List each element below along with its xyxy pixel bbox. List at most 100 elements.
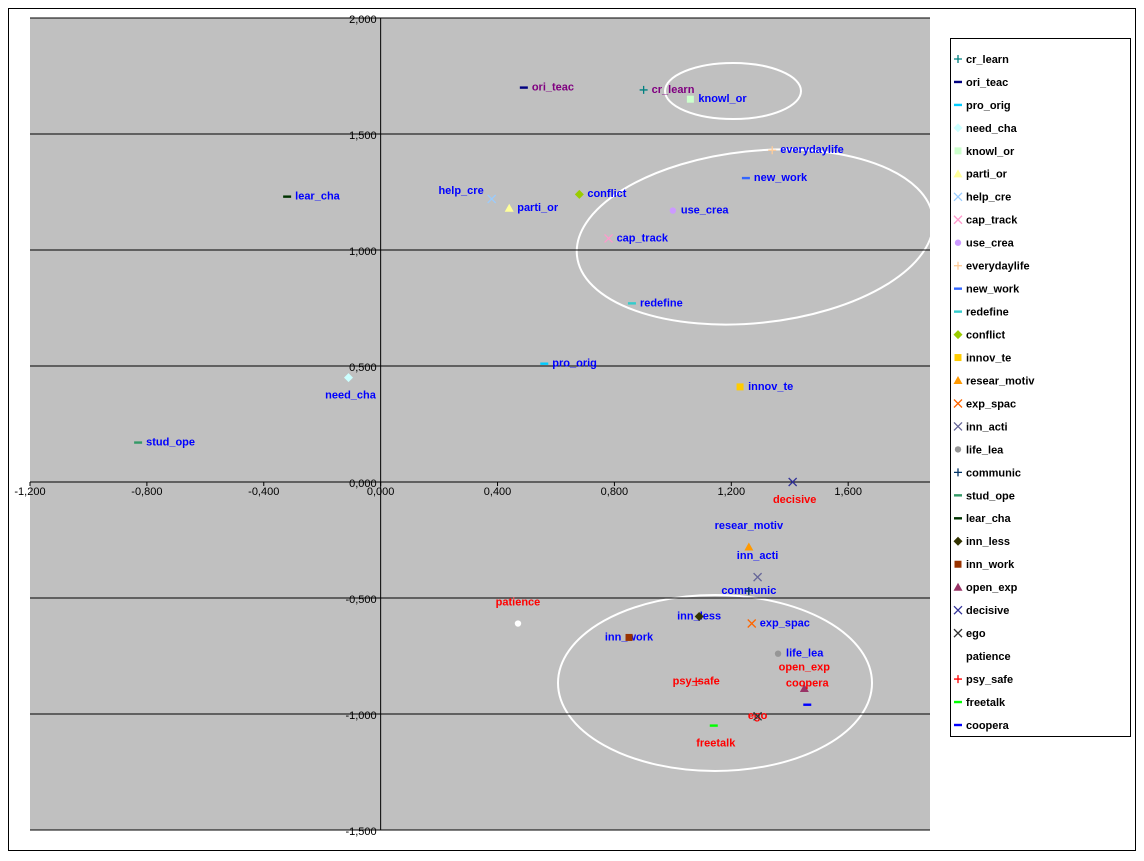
- marker: [736, 383, 744, 391]
- marker: [954, 310, 962, 313]
- marker: [774, 650, 782, 657]
- marker: [504, 203, 514, 212]
- ellipse: [664, 62, 802, 120]
- marker: [283, 195, 292, 198]
- y-tick-label: 1,500: [349, 130, 377, 142]
- legend-label: parti_or: [966, 169, 1008, 181]
- marker: [954, 103, 962, 107]
- x-tick-label: -0,800: [131, 486, 162, 498]
- marker: [692, 677, 701, 686]
- y-tick-label: 2,000: [349, 14, 377, 26]
- x-tick-label: -1,200: [14, 486, 45, 498]
- series: exp_spac: [747, 617, 810, 629]
- data-label: resear_motiv: [715, 520, 784, 532]
- marker: [747, 619, 757, 628]
- legend-label: innov_te: [966, 352, 1011, 364]
- legend-label: life_lea: [966, 444, 1004, 456]
- series: knowl_or: [686, 93, 747, 105]
- marker: [954, 560, 962, 568]
- marker: [519, 86, 528, 89]
- marker: [803, 703, 812, 706]
- marker: [954, 261, 962, 270]
- marker: [669, 207, 677, 214]
- legend-label: stud_ope: [966, 490, 1015, 502]
- x-tick-label: 0,800: [601, 486, 629, 498]
- legend-label: inn_less: [966, 536, 1010, 548]
- marker: [788, 477, 798, 487]
- ellipse: [557, 594, 873, 772]
- marker: [753, 711, 763, 721]
- series: lear_cha: [283, 191, 341, 203]
- y-tick-label: -1,500: [345, 826, 376, 838]
- data-label: parti_or: [517, 202, 559, 214]
- legend-label: pro_orig: [966, 100, 1011, 112]
- legend-box: [950, 38, 1131, 737]
- marker: [953, 536, 963, 546]
- data-label: conflict: [587, 188, 626, 200]
- data-label: innov_te: [748, 381, 793, 393]
- marker: [953, 123, 963, 133]
- legend: cr_learn ori_teac pro_orig need_cha knowl_or…: [953, 54, 1035, 732]
- y-tick-label: -0,500: [345, 594, 376, 606]
- legend-label: knowl_or: [966, 146, 1015, 158]
- data-label: pro_orig: [552, 358, 597, 370]
- marker: [768, 146, 777, 155]
- marker: [953, 582, 963, 591]
- data-label: use_crea: [681, 204, 730, 216]
- series: freetalk: [696, 724, 736, 750]
- marker: [953, 376, 963, 385]
- x-tick-label: 0,400: [484, 486, 512, 498]
- legend-label: exp_spac: [966, 398, 1016, 410]
- legend-label: new_work: [966, 284, 1020, 296]
- marker: [627, 302, 636, 305]
- legend-label: need_cha: [966, 123, 1018, 135]
- series: innov_te: [736, 381, 793, 393]
- marker: [954, 287, 962, 290]
- data-label: lear_cha: [295, 191, 341, 203]
- series: conflict: [574, 188, 627, 200]
- marker: [514, 620, 522, 627]
- y-tick-label: 0,000: [349, 478, 377, 490]
- series: patience: [496, 596, 541, 627]
- series: decisive: [773, 477, 816, 506]
- legend-label: cap_track: [966, 215, 1018, 227]
- series: need_cha: [325, 373, 377, 402]
- marker: [954, 700, 962, 704]
- marker: [954, 147, 962, 155]
- series: coopera: [786, 678, 830, 706]
- marker: [799, 683, 809, 692]
- legend-label: redefine: [966, 307, 1009, 319]
- data-label: knowl_or: [698, 93, 747, 105]
- marker: [744, 587, 753, 596]
- series: psy_safe: [673, 675, 720, 687]
- y-tick-label: 1,000: [349, 246, 377, 258]
- ellipse: [575, 148, 935, 326]
- series: new_work: [741, 172, 808, 184]
- data-label: cr_learn: [652, 84, 695, 96]
- legend-label: everydaylife: [966, 261, 1030, 273]
- legend-label: coopera: [966, 720, 1010, 732]
- data-label: help_cre: [438, 185, 483, 197]
- series: inn_acti: [737, 550, 778, 582]
- legend-label: inn_work: [966, 559, 1015, 571]
- data-label: exp_spac: [760, 617, 810, 629]
- marker: [487, 194, 497, 204]
- series: stud_ope: [134, 436, 195, 448]
- marker: [954, 55, 962, 63]
- legend-label: inn_acti: [966, 421, 1008, 433]
- marker: [686, 95, 694, 103]
- marker: [953, 215, 963, 225]
- marker: [753, 572, 763, 582]
- marker: [954, 723, 962, 727]
- marker: [953, 192, 963, 202]
- legend-label: decisive: [966, 605, 1009, 617]
- marker: [954, 80, 962, 84]
- marker: [625, 633, 633, 641]
- data-label: patience: [496, 596, 541, 608]
- series: pro_orig: [540, 358, 597, 370]
- series: life_lea: [774, 648, 824, 660]
- marker: [954, 675, 962, 684]
- legend-label: freetalk: [966, 697, 1006, 709]
- legend-label: ori_teac: [966, 77, 1008, 89]
